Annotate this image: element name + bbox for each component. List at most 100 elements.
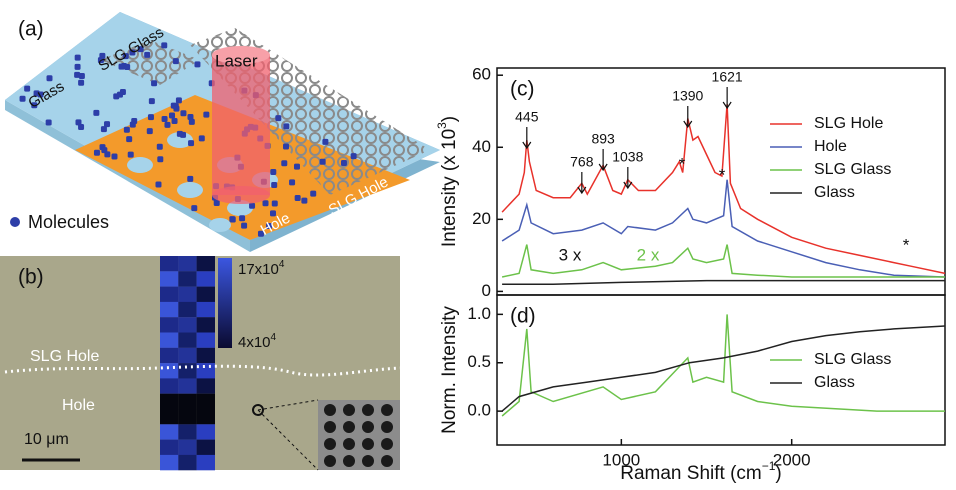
text: 4x10 [238, 334, 271, 351]
molecule [47, 75, 53, 81]
sem-hole [381, 438, 393, 450]
sem-hole [324, 421, 336, 433]
map-cell [160, 378, 178, 393]
legend-label: Hole [814, 138, 847, 155]
sem-hole [343, 455, 355, 467]
molecule [230, 217, 236, 223]
text: 4 [271, 332, 277, 343]
map-cell [178, 302, 196, 317]
molecule [322, 139, 328, 145]
molecule [101, 126, 107, 132]
molecule [75, 55, 81, 61]
map-cell [197, 256, 215, 271]
legend-label: SLG Hole [814, 115, 883, 132]
map-cell [178, 409, 196, 424]
map-cell [178, 256, 196, 271]
molecule [199, 135, 205, 141]
text: 4 [279, 259, 285, 270]
molecule [294, 164, 300, 170]
sem-hole [381, 404, 393, 416]
molecule [310, 191, 316, 197]
peak-label: 768 [570, 154, 594, 170]
panel-a: (a) Glass SLG Glass Laser Hole SLG Hole … [5, 12, 440, 252]
molecule [75, 119, 81, 125]
text: 17x10 [238, 261, 279, 278]
series-line [502, 281, 945, 285]
y-tick-label: 1.0 [467, 304, 491, 323]
annotation: 2 x [637, 245, 660, 264]
y-axis-label: Norm. Intensity [439, 306, 460, 434]
text: Intensity (x 10 [439, 129, 460, 247]
molecule [283, 123, 289, 129]
annotation: * [719, 165, 726, 184]
molecule [151, 80, 157, 86]
map-cell [160, 333, 178, 348]
molecule [271, 182, 277, 188]
label: Laser [215, 51, 258, 70]
map-cell [197, 348, 215, 363]
map-cell [178, 440, 196, 455]
panel-b: 17x104 4x104 (b) SLG Hole Hole 10 μm [0, 256, 400, 470]
molecule [157, 156, 163, 162]
map-cell [178, 424, 196, 439]
map-cell [197, 424, 215, 439]
sem-hole [362, 455, 374, 467]
text: Raman Shift (cm [620, 463, 761, 484]
molecule [93, 110, 99, 116]
map-cell [197, 302, 215, 317]
annotation: * [903, 235, 910, 254]
molecule [214, 200, 220, 206]
y-tick-label: 40 [472, 137, 491, 156]
peak-label: 1038 [612, 149, 643, 165]
legend-label: SLG Glass [814, 161, 891, 178]
peak-label: 445 [515, 109, 539, 125]
molecule [351, 153, 357, 159]
map-cell [160, 424, 178, 439]
colorbar [218, 258, 232, 348]
molecule [148, 114, 154, 120]
panel-label: (c) [510, 78, 535, 101]
panel-label: (a) [18, 18, 44, 41]
annotation: 3 x [559, 245, 582, 264]
map-cell [197, 271, 215, 286]
text: ) [775, 463, 781, 484]
molecule [155, 181, 161, 187]
molecule [295, 195, 301, 201]
molecule [187, 114, 193, 120]
map-cell [178, 455, 196, 470]
colorbar-label: 17x104 [238, 259, 285, 278]
molecule [161, 42, 167, 48]
molecule [188, 140, 194, 146]
laser-beam [212, 55, 270, 195]
molecule [171, 103, 177, 109]
laser-spot [212, 186, 270, 204]
sem-hole [381, 455, 393, 467]
molecule [117, 92, 123, 98]
molecule [176, 97, 182, 103]
molecule [74, 72, 80, 78]
text: −1 [762, 459, 776, 473]
map-cell [197, 333, 215, 348]
map-cell [197, 455, 215, 470]
molecule [272, 201, 278, 207]
map-cell [178, 317, 196, 332]
map-cell [197, 440, 215, 455]
charts: 0204060SLG HoleHoleSLG GlassGlass(c)Inte… [435, 65, 945, 484]
legend-dot [10, 217, 20, 227]
molecule [147, 128, 153, 134]
y-tick-label: 20 [472, 209, 491, 228]
peak-label: 893 [591, 131, 615, 147]
map-cell [160, 317, 178, 332]
molecule [149, 98, 155, 104]
molecule [126, 136, 132, 142]
molecule [275, 115, 281, 121]
map-cell [160, 409, 178, 424]
molecule [281, 160, 287, 166]
text: Norm. Intensity [439, 306, 460, 434]
molecule [162, 116, 168, 122]
y-axis-label: Intensity (x 103) [435, 116, 460, 247]
y-tick-label: 0.5 [467, 352, 491, 371]
sem-hole [362, 404, 374, 416]
y-tick-label: 60 [472, 65, 491, 84]
figure: (a) Glass SLG Glass Laser Hole SLG Hole … [0, 0, 956, 490]
